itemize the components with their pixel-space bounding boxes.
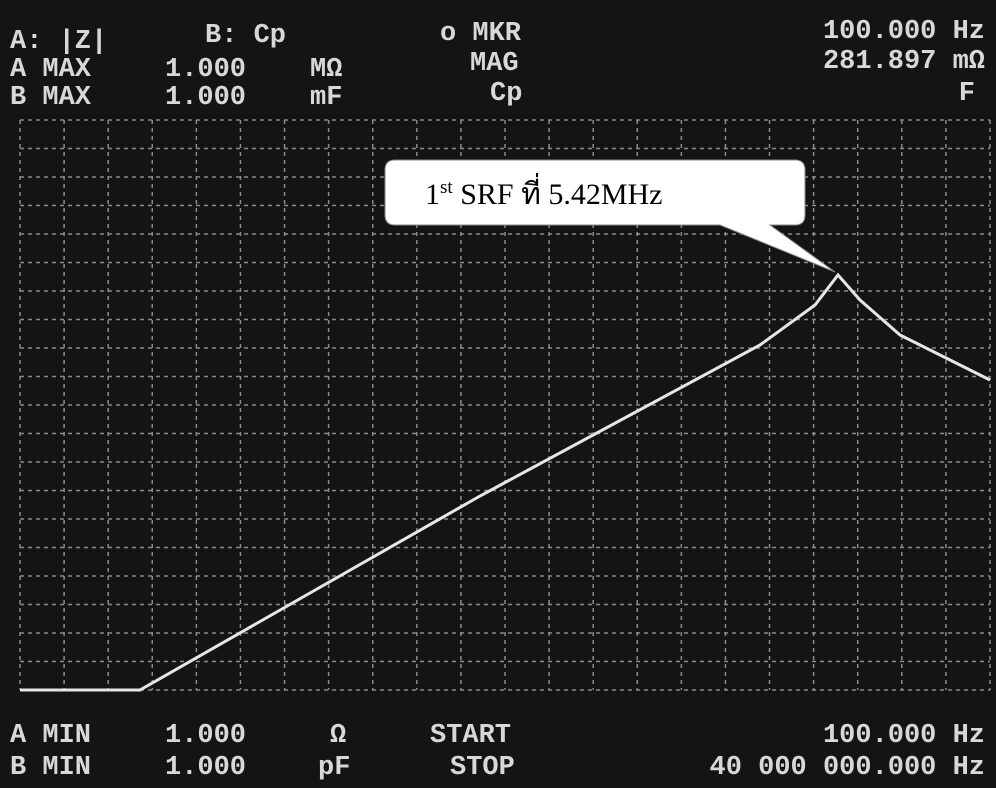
a-max-value: 1.000 <box>165 55 246 85</box>
stop-label: STOP <box>450 753 515 783</box>
b-max-unit: mF <box>310 83 342 113</box>
marker-mode: MAG <box>470 49 519 79</box>
callout-body: SRF ที่ 5.42MHz <box>453 173 663 211</box>
a-min-label: A MIN <box>10 721 91 751</box>
marker-label: o MKR <box>440 19 522 49</box>
a-min-value: 1.000 <box>165 721 246 751</box>
marker-frequency: 100.000 Hz <box>823 17 985 47</box>
callout-text: 1st SRF ที่ 5.42MHz <box>425 173 663 211</box>
callout-suffix: st <box>440 177 453 198</box>
start-value: 100.000 Hz <box>823 721 985 751</box>
marker-value-a: 281.897 mΩ <box>823 47 985 77</box>
marker-value-b: F <box>959 79 975 109</box>
trace-b: B: Cp <box>205 21 286 51</box>
marker-param: Cp <box>490 79 522 109</box>
callout-ordinal: 1 <box>425 178 440 211</box>
background <box>0 0 996 788</box>
a-max-label: A MAX <box>10 55 92 85</box>
a-min-unit: Ω <box>330 721 346 751</box>
stop-value: 40 000 000.000 Hz <box>710 753 985 783</box>
trace-a: A: |Z| <box>10 27 107 57</box>
screen: 1st SRF ที่ 5.42MHz A: |Z| B: Cp o MKR 1… <box>0 0 996 788</box>
b-min-unit: pF <box>318 753 350 783</box>
a-max-unit: MΩ <box>310 55 342 85</box>
start-label: START <box>430 721 511 751</box>
b-min-label: B MIN <box>10 753 91 783</box>
b-max-label: B MAX <box>10 83 92 113</box>
b-min-value: 1.000 <box>165 753 246 783</box>
b-max-value: 1.000 <box>165 83 246 113</box>
